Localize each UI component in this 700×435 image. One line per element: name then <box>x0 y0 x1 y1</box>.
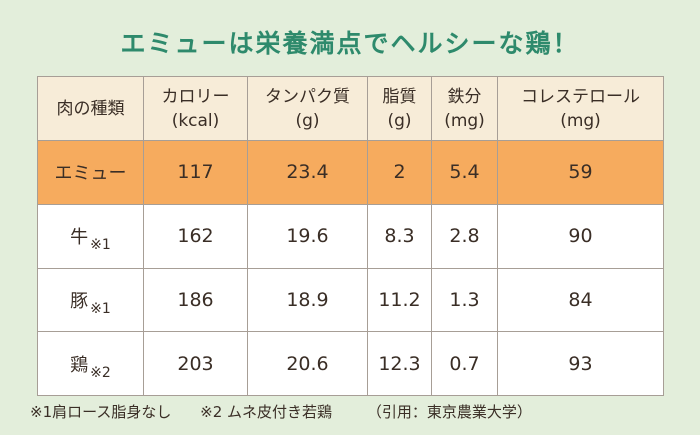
header-fat: 脂質 (g) <box>367 76 432 141</box>
footnote-marker: ※1 <box>90 237 111 254</box>
header-label: タンパク質 <box>265 86 350 107</box>
cell-calories: 162 <box>143 203 248 269</box>
footnote-marker: ※2 <box>90 364 111 381</box>
footnote-2: ※2 ムネ皮付き若鶏 <box>200 403 333 421</box>
table-row-pork: 豚 ※1 186 18.9 11.2 1.3 84 <box>37 267 664 333</box>
header-unit: (mg) <box>560 110 601 131</box>
row-label: 鶏 ※2 <box>37 331 144 396</box>
cell-fat: 12.3 <box>367 331 432 396</box>
cell-cholesterol: 84 <box>497 267 664 333</box>
header-label: 鉄分 <box>447 86 482 107</box>
header-label: カロリー <box>161 86 230 107</box>
header-label: 肉の種類 <box>56 98 125 119</box>
cell-iron: 5.4 <box>431 140 498 205</box>
header-meat-type: 肉の種類 <box>37 76 144 141</box>
row-label: 豚 ※1 <box>37 267 144 333</box>
cell-fat: 8.3 <box>367 203 432 269</box>
table-row-chicken: 鶏 ※2 203 20.6 12.3 0.7 93 <box>37 331 664 396</box>
header-unit: (g) <box>295 110 320 131</box>
cell-iron: 1.3 <box>431 267 498 333</box>
footnotes: ※1肩ロース脂身なし ※2 ムネ皮付き若鶏 （引用：東京農業大学） <box>30 401 690 422</box>
cell-protein: 18.9 <box>247 267 368 333</box>
meat-name: 豚 <box>70 290 89 312</box>
cell-protein: 23.4 <box>247 140 368 205</box>
row-label: エミュー <box>37 140 144 205</box>
cell-calories: 117 <box>143 140 248 205</box>
table-row-emu: エミュー 117 23.4 2 5.4 59 <box>37 140 664 205</box>
header-cholesterol: コレステロール (mg) <box>497 76 664 141</box>
footnote-1: ※1肩ロース脂身なし <box>30 403 172 421</box>
header-unit: (mg) <box>444 110 485 131</box>
meat-name: 鶏 <box>70 354 89 376</box>
header-iron: 鉄分 (mg) <box>431 76 498 141</box>
meat-name: エミュー <box>54 163 127 185</box>
cell-fat: 2 <box>367 140 432 205</box>
cell-calories: 203 <box>143 331 248 396</box>
cell-protein: 19.6 <box>247 203 368 269</box>
page-title: エミューは栄養満点でヘルシーな鶏！ <box>120 29 580 58</box>
header-label: 脂質 <box>382 86 417 107</box>
source-citation: （引用：東京農業大学） <box>366 403 532 421</box>
cell-calories: 186 <box>143 267 248 333</box>
header-protein: タンパク質 (g) <box>247 76 368 141</box>
cell-cholesterol: 90 <box>497 203 664 269</box>
footnote-marker: ※1 <box>90 300 111 317</box>
table-header-row: 肉の種類 カロリー (kcal) タンパク質 (g) 脂質 (g) 鉄分 (mg… <box>37 76 664 141</box>
table-row-beef: 牛 ※1 162 19.6 8.3 2.8 90 <box>37 203 664 269</box>
cell-protein: 20.6 <box>247 331 368 396</box>
header-calories: カロリー (kcal) <box>143 76 248 141</box>
cell-iron: 2.8 <box>431 203 498 269</box>
header-unit: (g) <box>387 110 412 131</box>
cell-fat: 11.2 <box>367 267 432 333</box>
meat-name: 牛 <box>70 227 89 249</box>
cell-cholesterol: 93 <box>497 331 664 396</box>
cell-iron: 0.7 <box>431 331 498 396</box>
header-unit: (kcal) <box>171 110 220 131</box>
header-label: コレステロール <box>521 86 640 107</box>
cell-cholesterol: 59 <box>497 140 664 205</box>
row-label: 牛 ※1 <box>37 203 144 269</box>
nutrition-table: 肉の種類 カロリー (kcal) タンパク質 (g) 脂質 (g) 鉄分 (mg… <box>37 76 664 396</box>
